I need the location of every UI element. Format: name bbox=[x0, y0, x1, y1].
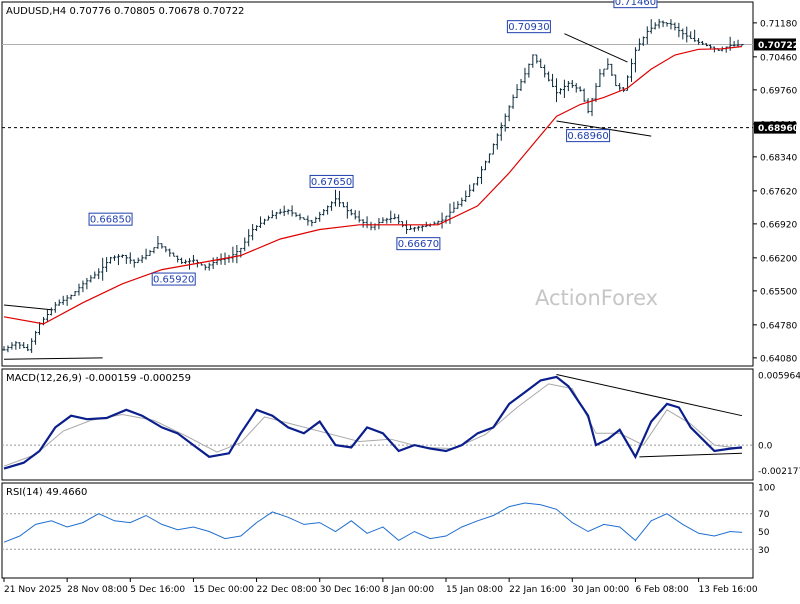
price-y-tick-label: 0.69760 bbox=[760, 86, 797, 96]
price-trendline bbox=[3, 304, 52, 311]
price-annotation-box bbox=[396, 237, 441, 251]
price-annotation-label: 0.68960 bbox=[567, 131, 608, 142]
watermark: ActionForex bbox=[535, 286, 658, 310]
price-annotation: 0.66670 bbox=[396, 237, 441, 251]
symbol-header: AUDUSD,H4 0.70776 0.70805 0.70678 0.7072… bbox=[6, 6, 244, 17]
rsi-y-tick-label: 50 bbox=[758, 528, 770, 538]
x-tick-label: 22 Dec 08:00 bbox=[257, 585, 318, 595]
price-annotation-box bbox=[506, 20, 551, 34]
macd-y-tick-label: 0.005964 bbox=[758, 371, 800, 381]
price-annotation: 0.71460 bbox=[613, 0, 658, 9]
support-price-label-box bbox=[754, 121, 796, 134]
price-y-tick-label: 0.64080 bbox=[760, 354, 797, 364]
rsi-y-tick-label: 70 bbox=[758, 510, 770, 520]
price-annotation: 0.68960 bbox=[566, 129, 611, 143]
macd-y-tick-label: 0.0 bbox=[758, 442, 773, 452]
x-tick-label: 5 Dec 16:00 bbox=[130, 585, 185, 595]
support-price-label-text: 0.68960 bbox=[758, 124, 799, 134]
x-tick-label: 22 Jan 16:00 bbox=[509, 585, 566, 595]
price-y-tick-label: 0.70460 bbox=[760, 53, 797, 63]
price-annotation-label: 0.70930 bbox=[508, 22, 549, 33]
price-y-tick-label: 0.67620 bbox=[760, 187, 797, 197]
price-annotation-label: 0.66670 bbox=[398, 239, 439, 250]
macd-trendline bbox=[639, 452, 743, 458]
price-annotation-label: 0.71460 bbox=[615, 0, 656, 8]
macd-layer bbox=[2, 374, 753, 470]
rsi-y-tick-label: 30 bbox=[758, 546, 770, 556]
macd-main-line bbox=[3, 375, 743, 470]
price-layer: 0.66850 0.65920 0.67650 0.66670 0.70930 0.689… bbox=[2, 0, 753, 360]
current-price-label-box bbox=[754, 38, 796, 51]
x-tick-label: 30 Dec 16:00 bbox=[320, 585, 381, 595]
price-y-tick-label: 0.66920 bbox=[760, 220, 797, 230]
price-annotation-box bbox=[151, 272, 196, 286]
axis-layer: 0.711800.704600.697600.690400.683400.676… bbox=[3, 19, 800, 595]
price-annotation-box bbox=[88, 212, 133, 226]
x-tick-label: 28 Nov 08:00 bbox=[67, 585, 128, 595]
rsi-line bbox=[3, 502, 743, 543]
x-tick-label: 13 Feb 16:00 bbox=[699, 585, 758, 595]
macd-trendline bbox=[556, 374, 743, 417]
x-tick-label: 30 Jan 00:00 bbox=[572, 585, 629, 595]
price-trendline bbox=[3, 357, 103, 360]
price-y-tick-label: 0.71180 bbox=[760, 19, 797, 29]
price-annotation-label: 0.66850 bbox=[90, 215, 131, 226]
rsi-panel-frame bbox=[1, 482, 754, 579]
current-price-label-text: 0.70722 bbox=[758, 41, 799, 51]
price-y-tick-label: 0.65500 bbox=[760, 287, 797, 297]
price-annotation: 0.66850 bbox=[88, 212, 133, 226]
current-price-label: 0.70722 bbox=[754, 38, 799, 51]
price-annotation: 0.70930 bbox=[506, 20, 551, 34]
price-annotation: 0.67650 bbox=[309, 174, 354, 188]
rsi-layer bbox=[2, 502, 753, 550]
price-trendline bbox=[564, 33, 628, 63]
price-annotation: 0.65920 bbox=[151, 272, 196, 286]
macd-label: MACD(12,26,9) -0.000159 -0.000259 bbox=[6, 373, 191, 384]
price-panel-frame bbox=[1, 1, 754, 367]
price-annotation-label: 0.67650 bbox=[311, 177, 352, 188]
price-y-tick-label: 0.64780 bbox=[760, 321, 797, 331]
macd-panel-frame bbox=[1, 368, 754, 481]
rsi-y-tick-label: 100 bbox=[758, 484, 775, 494]
price-trendline bbox=[556, 120, 652, 137]
price-annotation-box bbox=[566, 129, 611, 143]
price-annotation-label: 0.65920 bbox=[153, 275, 194, 286]
x-tick-label: 8 Jan 00:00 bbox=[383, 585, 435, 595]
price-y-tick-label: 0.68340 bbox=[760, 153, 797, 163]
macd-signal-line bbox=[3, 383, 743, 467]
price-annotation-box bbox=[309, 174, 354, 188]
rsi-label: RSI(14) 49.4660 bbox=[6, 487, 87, 498]
support-price-label: 0.68960 bbox=[754, 121, 799, 134]
macd-y-tick-label: -0.002177 bbox=[758, 467, 800, 477]
price-annotation-box bbox=[613, 0, 658, 9]
x-tick-label: 15 Dec 00:00 bbox=[193, 585, 254, 595]
x-tick-label: 6 Feb 08:00 bbox=[635, 585, 689, 595]
price-y-tick-label: 0.66200 bbox=[760, 254, 797, 264]
moving-average-line bbox=[3, 45, 743, 325]
x-tick-label: 21 Nov 2025 bbox=[4, 585, 62, 595]
x-tick-label: 15 Jan 08:00 bbox=[446, 585, 503, 595]
